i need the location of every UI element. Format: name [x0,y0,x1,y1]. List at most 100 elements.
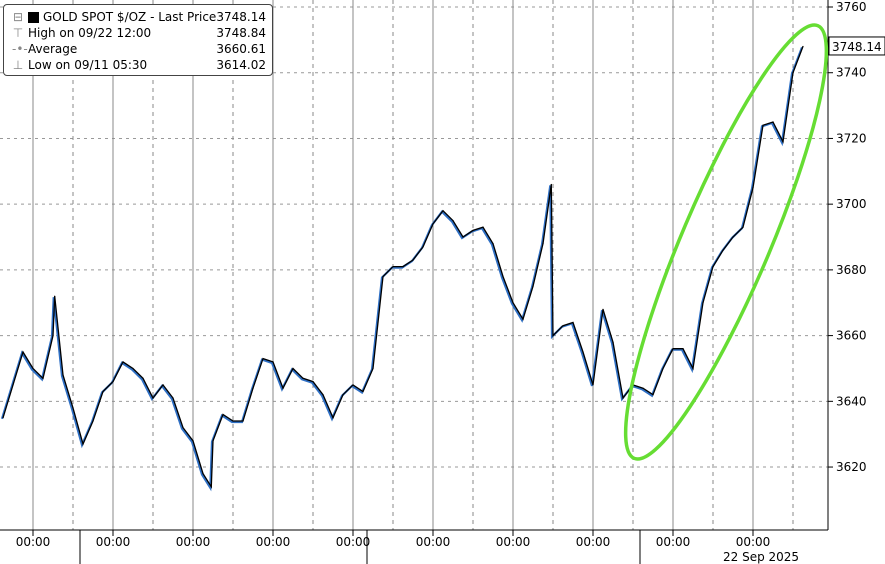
price-point [552,335,554,337]
price-point [22,351,24,353]
price-point [122,361,124,363]
price-point [202,473,204,475]
price-point [802,45,804,48]
price-point [182,427,184,429]
price-point [562,325,564,327]
price-point [592,384,594,386]
x-tick-label: 00:00 [176,535,211,549]
price-point [412,259,414,261]
price-point [132,367,134,370]
legend-low: 3614.02 [216,58,266,72]
price-point [72,407,74,409]
y-tick-label: 3640 [836,394,867,408]
price-line [2,46,804,489]
price-point [532,285,534,287]
price-point [52,335,54,337]
price-point [752,187,754,189]
price-point [682,348,684,350]
price-point [302,377,304,379]
price-point [212,440,214,442]
price-point [582,351,584,353]
price-point [112,381,114,383]
price-point [282,387,284,389]
price-point [722,249,724,251]
price-point [92,420,94,422]
price-point [210,486,212,488]
price-point [352,384,354,386]
price-point [382,275,384,278]
y-tick-label: 3660 [836,329,867,343]
legend-high: 3748.84 [216,26,266,40]
legend-avg-label: Average [28,42,78,56]
y-tick-label: 3620 [836,460,867,474]
price-point [402,265,404,268]
price-point [742,226,744,228]
x-tick-label: 00:00 [336,535,371,549]
price-point [102,390,104,393]
price-point [192,440,194,442]
price-point [782,141,784,143]
legend: ⊟ GOLD SPOT $/OZ - Last Price 3748.14 ⊤ Hig… [3,4,273,76]
y-tick-label: 3740 [836,66,867,80]
price-point [542,242,544,245]
price-point [612,341,614,343]
price-point [172,397,174,399]
x-tick-label: 00:00 [416,535,451,549]
price-point [42,377,44,379]
price-point [492,242,494,245]
price-point [332,417,334,419]
y-tick-label: 3720 [836,131,867,145]
last-price-box [828,36,885,56]
legend-high-label: High on 09/22 12:00 [28,26,152,40]
price-point [32,367,34,370]
y-tick-label: 3760 [836,0,867,14]
x-date-label: 22 Sep 2025 [723,550,799,564]
x-tick-label: 00:00 [256,535,291,549]
x-tick-label: 00:00 [96,535,131,549]
price-point [662,367,664,370]
x-tick-label: 00:00 [656,535,691,549]
average-icon: -•- [12,42,28,56]
price-point [222,413,224,416]
price-point [362,390,364,393]
price-point [622,397,624,399]
price-point [732,236,734,238]
price-point [602,308,604,310]
price-point [342,394,344,396]
collapse-icon[interactable]: ⊟ [12,10,24,24]
price-point [462,236,464,238]
legend-low-label: Low on 09/11 05:30 [28,58,148,72]
price-point [482,226,484,228]
price-point [432,223,434,225]
price-point [502,275,504,278]
y-tick-label: 3680 [836,263,867,277]
high-icon: ⊤ [12,26,24,40]
series-swatch [28,11,39,23]
x-tick-label: 00:00 [16,535,51,549]
price-point [152,397,154,399]
price-point [642,387,644,389]
price-point [692,367,694,370]
price-point [392,265,394,268]
x-tick-label: 00:00 [496,535,531,549]
price-point [82,443,84,445]
price-point [322,394,324,396]
price-point [652,394,654,396]
price-point [422,246,424,248]
price-point [702,302,704,304]
price-point [232,420,234,422]
x-tick-label: 00:00 [736,535,771,549]
price-point [572,321,574,324]
price-point [442,210,444,212]
highlight-ellipse [623,23,829,461]
price-point [712,265,714,268]
legend-avg: 3660.61 [216,42,266,56]
price-point [312,381,314,383]
price-point [242,420,244,422]
price-point [522,318,524,320]
price-point [12,384,14,386]
legend-title: GOLD SPOT $/OZ - Last Price [43,10,217,24]
low-icon: ⊥ [12,58,24,72]
price-point [772,121,774,123]
